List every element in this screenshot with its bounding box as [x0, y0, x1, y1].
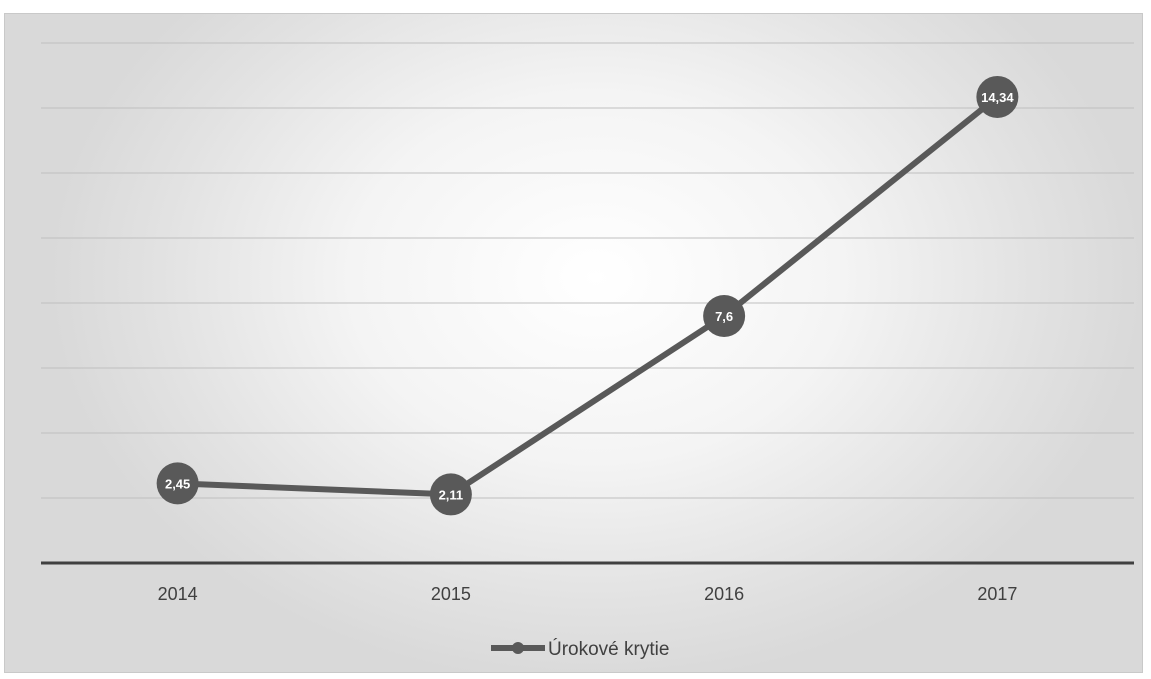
x-tick-label: 2014: [158, 584, 198, 604]
chart-area: 2014 2015 2016 2017 2,45 2,11 7,6 14,34 Úrokov…: [4, 13, 1143, 673]
data-label: 7,6: [715, 309, 733, 324]
gridlines: [41, 42, 1134, 499]
legend: Úrokové krytie: [491, 638, 669, 660]
data-label: 2,11: [439, 487, 464, 502]
series-line-urokove-krytie: [177, 94, 1000, 498]
legend-label: Úrokové krytie: [548, 638, 669, 660]
line-chart: 2014 2015 2016 2017 2,45 2,11 7,6 14,34 Úrokov…: [41, 42, 1134, 660]
data-point-marker: [429, 473, 472, 516]
data-point-marker: [156, 462, 199, 505]
x-tick-label: 2017: [977, 584, 1017, 604]
data-point-marker: [703, 295, 746, 337]
x-tick-label: 2015: [431, 584, 471, 604]
data-markers: 2,45 2,11 7,6 14,34: [156, 75, 1019, 516]
data-label: 2,45: [165, 476, 190, 491]
legend-marker-symbol: [512, 642, 524, 654]
data-point-marker: [976, 75, 1019, 118]
data-label: 14,34: [981, 90, 1014, 105]
x-tick-label: 2016: [704, 584, 744, 604]
x-tick-labels: 2014 2015 2016 2017: [158, 584, 1018, 604]
